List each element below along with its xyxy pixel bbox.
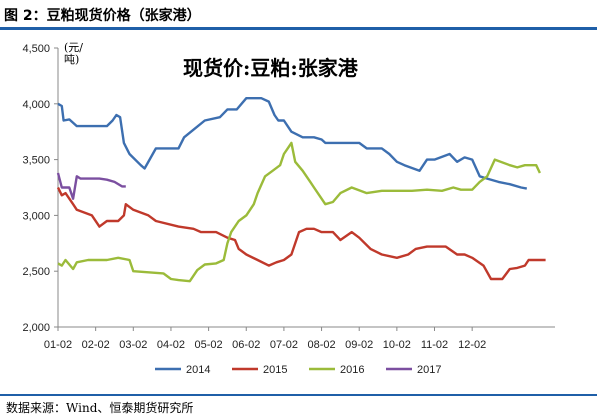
x-tick-label: 11-02 bbox=[421, 339, 448, 351]
figure-title: 图 2：豆粕现货价格（张家港） bbox=[4, 8, 201, 24]
x-tick-label: 04-02 bbox=[157, 339, 185, 351]
legend-label-2015: 2015 bbox=[263, 364, 287, 376]
x-tick-label: 07-02 bbox=[270, 339, 298, 351]
y-tick-label: 3,000 bbox=[22, 210, 50, 222]
y-tick-label: 3,500 bbox=[22, 155, 50, 167]
x-tick-label: 02-02 bbox=[82, 339, 110, 351]
bottom-rule bbox=[0, 394, 597, 396]
series-line-2014 bbox=[57, 96, 528, 190]
x-tick-label: 08-02 bbox=[307, 339, 335, 351]
x-tick-label: 12-02 bbox=[458, 339, 486, 351]
x-tick-label: 06-02 bbox=[232, 339, 260, 351]
top-rule bbox=[0, 27, 597, 30]
series-line-2017 bbox=[56, 172, 126, 200]
legend-label-2016: 2016 bbox=[340, 364, 364, 376]
x-tick-label: 05-02 bbox=[195, 339, 223, 351]
series-line-2016 bbox=[57, 141, 541, 283]
x-tick-label: 03-02 bbox=[119, 339, 147, 351]
y-tick-label: 4,500 bbox=[22, 43, 50, 55]
y-tick-label: 2,000 bbox=[22, 322, 50, 334]
y-axis-unit-label: (元/吨) bbox=[64, 41, 83, 66]
x-tick-label: 09-02 bbox=[345, 339, 373, 351]
series-line-2015 bbox=[56, 186, 546, 281]
y-tick-label: 4,000 bbox=[22, 99, 50, 111]
chart-title: 现货价:豆粕:张家港 bbox=[183, 56, 358, 80]
x-tick-label: 10-02 bbox=[383, 339, 411, 351]
legend-label-2017: 2017 bbox=[417, 364, 441, 376]
y-tick-label: 2,500 bbox=[22, 266, 50, 278]
legend-label-2014: 2014 bbox=[186, 364, 210, 376]
source-note: 数据来源：Wind、恒泰期货研究所 bbox=[6, 401, 194, 415]
x-tick-label: 01-02 bbox=[44, 339, 72, 351]
